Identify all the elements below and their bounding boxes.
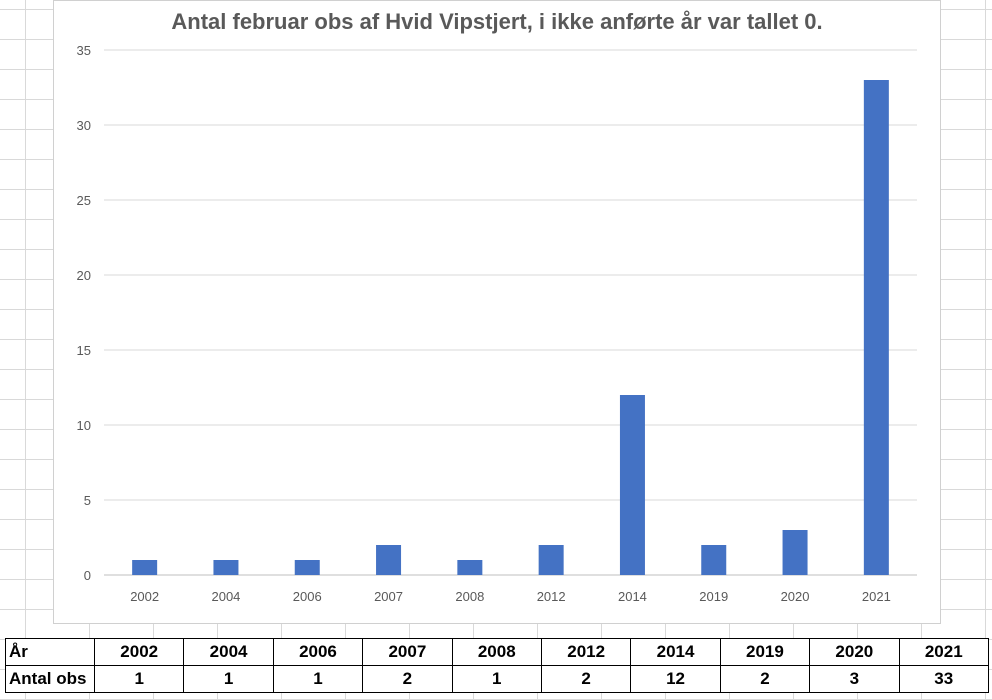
y-tick-label: 0	[84, 568, 91, 583]
count-cell[interactable]: 1	[451, 665, 542, 693]
bar[interactable]	[376, 545, 402, 575]
x-tick-label: 2006	[293, 589, 322, 604]
bar[interactable]	[782, 530, 808, 575]
x-tick-label: 2019	[699, 589, 728, 604]
row-label-count[interactable]: Antal obs	[5, 665, 95, 693]
table-row-counts: Antal obs 1 1 1 2 1 2 12 2 3 33	[5, 665, 990, 693]
y-tick-label: 20	[77, 268, 91, 283]
y-tick-label: 10	[77, 418, 91, 433]
count-cell[interactable]: 12	[630, 665, 721, 693]
chart-area[interactable]: Antal februar obs af Hvid Vipstjert, i i…	[53, 0, 941, 624]
x-tick-label: 2020	[781, 589, 810, 604]
data-table: År 2002 2004 2006 2007 2008 2012 2014 2019 2020 2…	[5, 638, 990, 693]
x-tick-label: 2004	[211, 589, 240, 604]
count-cell[interactable]: 1	[272, 665, 364, 693]
year-cell[interactable]: 2006	[272, 638, 364, 666]
x-tick-label: 2012	[537, 589, 566, 604]
count-cell[interactable]: 2	[719, 665, 811, 693]
x-tick-label: 2007	[374, 589, 403, 604]
year-cell[interactable]: 2021	[898, 638, 990, 666]
y-tick-label: 15	[77, 343, 91, 358]
bar[interactable]	[457, 560, 483, 575]
count-cell[interactable]: 1	[93, 665, 185, 693]
bar[interactable]	[701, 545, 727, 575]
year-cell[interactable]: 2014	[630, 638, 721, 666]
year-cell[interactable]: 2004	[183, 638, 274, 666]
bar[interactable]	[538, 545, 564, 575]
table-row-years: År 2002 2004 2006 2007 2008 2012 2014 2019 2020 2…	[5, 638, 990, 666]
count-cell[interactable]: 3	[809, 665, 900, 693]
y-tick-label: 25	[77, 193, 91, 208]
count-cell[interactable]: 33	[898, 665, 990, 693]
row-label-year[interactable]: År	[5, 638, 95, 666]
bar[interactable]	[213, 560, 239, 575]
bar[interactable]	[132, 560, 158, 575]
year-cell[interactable]: 2007	[362, 638, 453, 666]
year-cell[interactable]: 2008	[451, 638, 542, 666]
count-cell[interactable]: 2	[362, 665, 453, 693]
bar[interactable]	[863, 80, 889, 575]
year-cell[interactable]: 2002	[93, 638, 185, 666]
bar-chart: 2002 2004 2006 2007 2008 2012 2014 2019 2020 2021…	[77, 43, 917, 604]
y-tick-label: 5	[84, 493, 91, 508]
x-tick-label: 2002	[130, 589, 159, 604]
bar[interactable]	[619, 395, 645, 575]
bar[interactable]	[294, 560, 320, 575]
chart-title: Antal februar obs af Hvid Vipstjert, i i…	[171, 9, 823, 34]
x-tick-label: 2014	[618, 589, 647, 604]
y-tick-label: 35	[77, 43, 91, 58]
x-tick-label: 2008	[455, 589, 484, 604]
y-tick-label: 30	[77, 118, 91, 133]
year-cell[interactable]: 2020	[809, 638, 900, 666]
x-tick-label: 2021	[862, 589, 891, 604]
year-cell[interactable]: 2012	[540, 638, 632, 666]
count-cell[interactable]: 1	[183, 665, 274, 693]
year-cell[interactable]: 2019	[719, 638, 811, 666]
count-cell[interactable]: 2	[540, 665, 632, 693]
